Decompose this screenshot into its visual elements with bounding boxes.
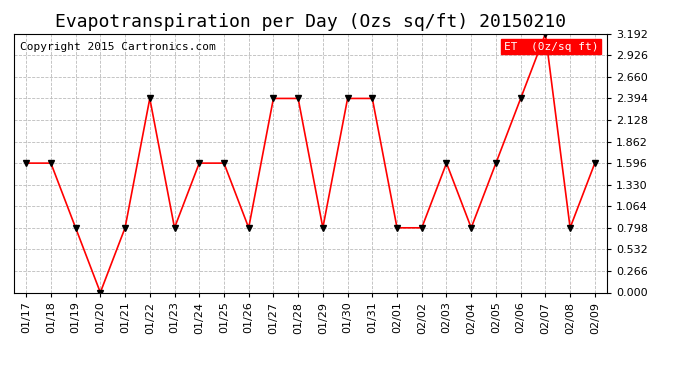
Text: ET  (0z/sq ft): ET (0z/sq ft) [504, 42, 598, 51]
Title: Evapotranspiration per Day (Ozs sq/ft) 20150210: Evapotranspiration per Day (Ozs sq/ft) 2… [55, 13, 566, 31]
Text: Copyright 2015 Cartronics.com: Copyright 2015 Cartronics.com [20, 42, 215, 51]
